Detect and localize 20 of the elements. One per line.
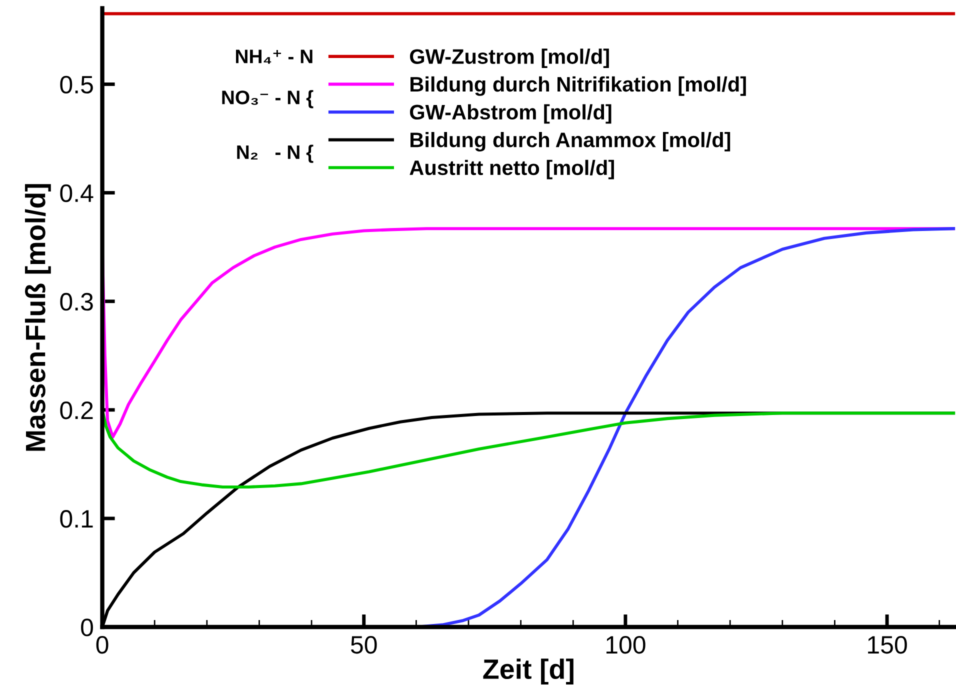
legend-label: GW-Zustrom [mol/d] [410,48,609,68]
legend-label: Bildung durch Anammox [mol/d] [410,132,730,152]
x-tick-label: 150 [868,636,907,654]
y-tick-label: 0.4 [60,184,94,202]
y-tick-label: 0.2 [60,401,93,420]
annotation: NO₃⁻ - N { [222,90,314,108]
legend-label: GW-Abstrom [mol/d] [410,104,612,124]
y-tick-label: 0 [81,618,93,636]
x-axis-title: Zeit [d] [483,658,574,685]
annotation: NH₄⁺ - N [236,50,312,64]
annotation: N₂ - N { [237,144,314,163]
y-tick-label: 0.1 [60,510,93,528]
x-tick-label: 0 [96,636,108,654]
x-tick-label: 50 [350,636,377,654]
legend-label: Bildung durch Nitrifikation [mol/d] [410,76,746,96]
x-tick-label: 100 [606,636,646,654]
legend-label: Austritt netto [mol/d] [410,160,614,180]
y-tick-label: 0.5 [60,76,93,94]
y-axis-title: Massen-Fluß [mol/d] [24,184,51,451]
y-tick-label: 0.3 [60,292,93,311]
